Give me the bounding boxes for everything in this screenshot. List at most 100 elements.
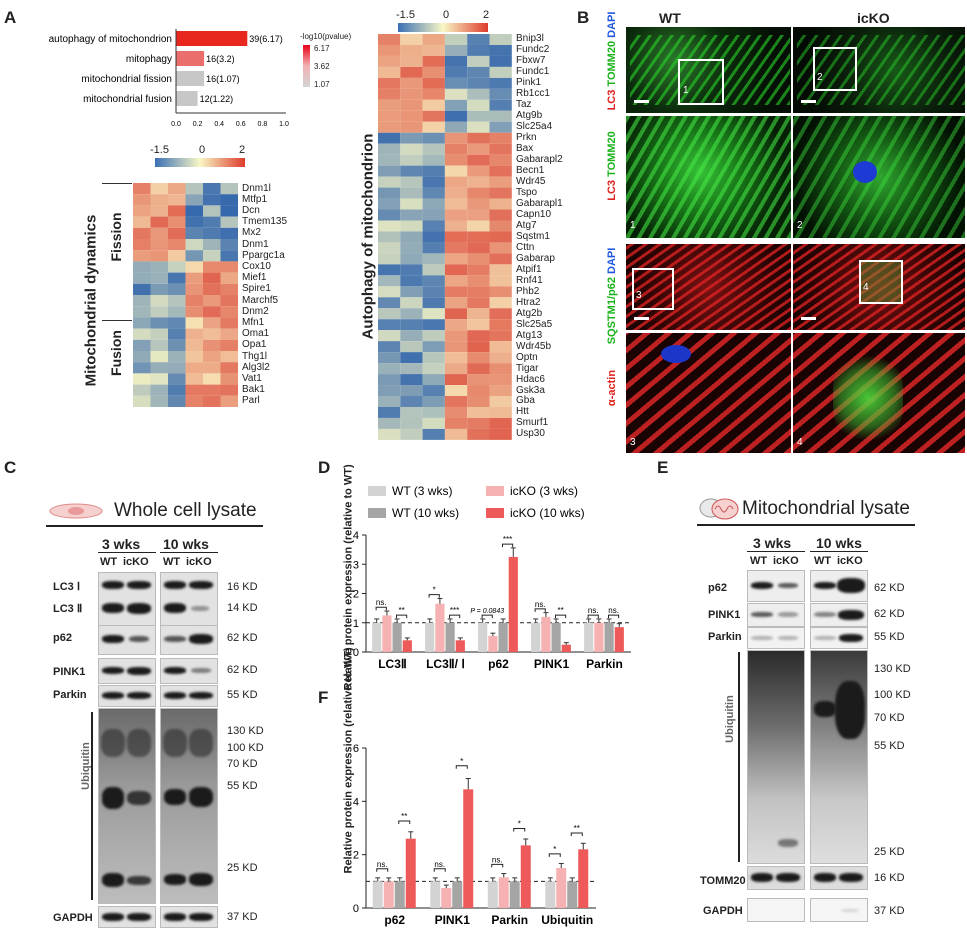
gene-label: Atpif1: [516, 263, 542, 275]
heat-cell: [185, 306, 203, 318]
sig-label: **: [557, 606, 563, 615]
sig-bracket: [587, 614, 599, 619]
zoom-number-3: 3: [630, 437, 636, 448]
bar-4-0: [584, 622, 594, 652]
heat-cell: [422, 253, 445, 265]
go-bar-3: [176, 91, 198, 106]
panel-label-a: A: [4, 8, 17, 27]
gene-label: Wdr45b: [516, 340, 552, 352]
heat-cell: [203, 205, 221, 217]
heat-cell: [467, 396, 490, 407]
heat-cell: [185, 295, 203, 307]
heat-cell: [185, 351, 203, 363]
gene-label: Smurf1: [516, 417, 549, 429]
heat-cell: [489, 99, 512, 111]
category-label: Parkin: [491, 913, 528, 927]
heat-cell: [467, 143, 490, 155]
heat-cell: [489, 286, 512, 298]
gene-label: Cttn: [516, 241, 535, 253]
heat-cell: [378, 198, 401, 210]
y-tick-label: 4: [353, 796, 359, 808]
heat-cell: [422, 154, 445, 166]
heat-cell: [400, 286, 423, 298]
heat-cell: [133, 216, 151, 228]
heat-cell: [467, 220, 490, 232]
heat-cell: [444, 352, 468, 364]
e-row-p62: p62: [708, 582, 727, 594]
heat-cell: [203, 283, 221, 295]
heat-cell: [467, 242, 490, 254]
heat-cell: [489, 34, 512, 45]
legend-swatch-0: [368, 486, 386, 496]
bar-1-3: [463, 789, 474, 908]
category-label: PINK1: [534, 657, 570, 671]
heat-cell: [444, 242, 468, 254]
heat-cell: [378, 363, 401, 375]
heat-cell: [489, 154, 512, 166]
e-kd-37: 37 KD: [874, 905, 905, 917]
heat-cell: [203, 328, 221, 340]
heat-cell: [400, 187, 423, 199]
sig-label: **: [401, 812, 407, 821]
c-row-pink1: PINK1: [53, 666, 86, 678]
heat-cell: [489, 165, 512, 177]
gene-label: Atg7: [516, 219, 537, 231]
heat-cell: [489, 406, 512, 418]
heat-cell: [168, 328, 186, 340]
heat-cell: [444, 385, 468, 397]
sig-label: *: [433, 586, 436, 595]
heat-cell: [133, 373, 151, 385]
fusion-label: Fusion: [108, 330, 124, 376]
heat-cell: [133, 351, 151, 363]
c-kd-62b: 62 KD: [227, 664, 258, 676]
heat-cell: [444, 187, 468, 199]
e-kd-62: 62 KD: [874, 582, 905, 594]
heat-cell: [150, 261, 168, 273]
scale-bar: [801, 100, 816, 103]
row1-stain-label: LC3 TOMM20 DAPI: [606, 11, 618, 111]
gene-label: Tspo: [516, 187, 538, 199]
heat-cell: [378, 341, 401, 353]
heat-cell: [133, 272, 151, 284]
gene-label: Ppargc1a: [242, 249, 285, 261]
bar-1-2: [445, 622, 455, 652]
bar-3-1: [541, 616, 551, 652]
heat-cell: [378, 209, 401, 221]
heat-cell: [185, 250, 203, 262]
e-row-ubiquitin: Ubiquitin: [724, 695, 736, 743]
go-xtick-0: 0.0: [171, 121, 181, 128]
sig-label: *: [460, 757, 463, 766]
heat-cell: [378, 55, 401, 67]
heat-cell: [489, 132, 512, 144]
bar-2-2: [498, 622, 508, 652]
heat-cell: [467, 231, 490, 243]
auto-scale-mid: 0: [443, 9, 450, 21]
heat-cell: [467, 352, 490, 364]
heat-cell: [150, 239, 168, 251]
heat-cell: [378, 406, 401, 418]
y-tick-label: 2: [353, 589, 359, 601]
gene-label: Atg9b: [516, 110, 543, 122]
legend-label-1: icKO (3 wks): [510, 484, 578, 498]
micrograph-icko-actin-p62: 4: [792, 243, 966, 331]
blot-c-lc3-10wks: [160, 572, 218, 626]
heat-cell: [444, 264, 468, 276]
blot-c-ubiquitin-3wks: [98, 708, 156, 904]
c-kd-62: 62 KD: [227, 632, 258, 644]
heat-cell: [220, 205, 238, 217]
heat-cell: [378, 220, 401, 232]
fission-label: Fission: [108, 212, 124, 262]
heat-cell: [185, 339, 203, 351]
bar-1-0: [425, 622, 435, 652]
heat-cell: [185, 283, 203, 295]
heat-cell: [133, 239, 151, 251]
heat-cell: [489, 176, 512, 188]
c-gt-4: icKO: [186, 556, 212, 568]
zoom-number-1: 1: [630, 220, 636, 231]
heat-cell: [467, 209, 490, 221]
heat-cell: [203, 362, 221, 374]
y-tick-label: 0: [353, 903, 359, 915]
heat-cell: [150, 216, 168, 228]
go-count-label-2: 16(1.07): [206, 74, 240, 84]
e-row-pink1: PINK1: [708, 609, 741, 621]
